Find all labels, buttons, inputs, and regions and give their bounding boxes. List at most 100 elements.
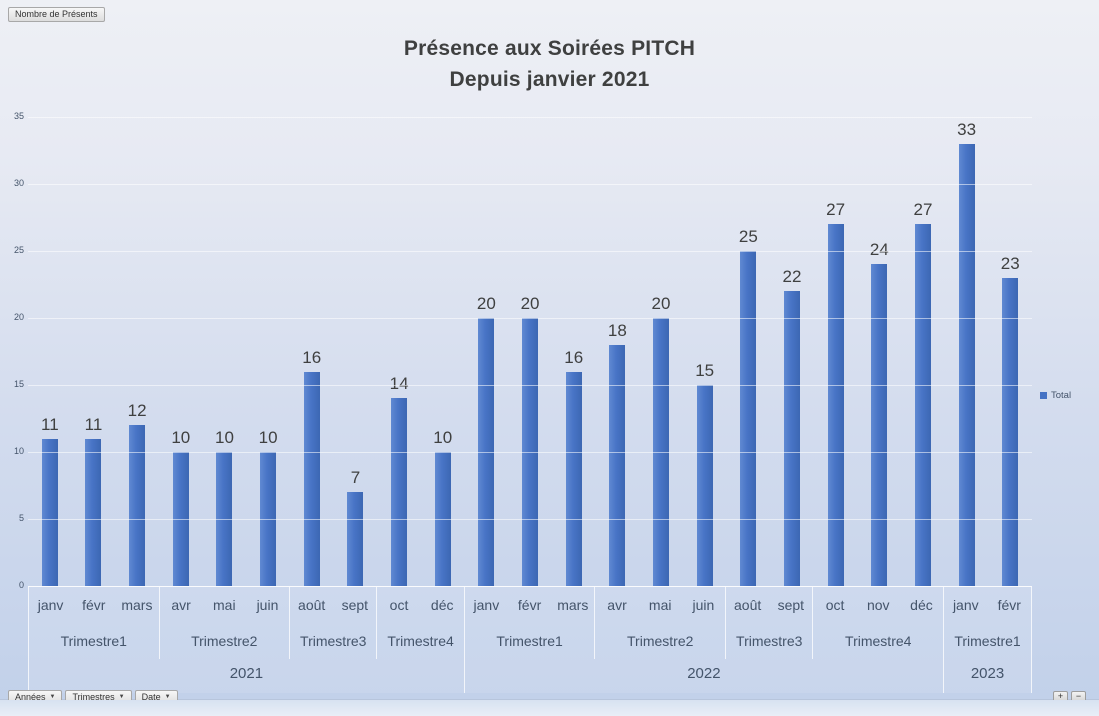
bar	[740, 251, 757, 586]
bar-slot: 10	[421, 117, 465, 586]
dropdown-arrow-icon: ▼	[164, 694, 171, 700]
bar-value-label: 18	[607, 321, 627, 340]
year-group: janv févr Trimestre1 2023	[944, 587, 1031, 693]
bar	[609, 345, 626, 586]
bar-slot: 20	[639, 117, 683, 586]
bar-value-label: 16	[564, 348, 584, 367]
month-label: janv	[952, 597, 979, 613]
month-label: juin	[256, 597, 279, 613]
bar-slot: 11	[72, 117, 116, 586]
gridline	[28, 452, 1032, 453]
month-label: janv	[37, 597, 64, 613]
month-row: août sept	[290, 587, 376, 623]
bar-value-label: 20	[520, 294, 540, 313]
y-axis-tick-label: 35	[13, 111, 24, 121]
trimester-label: Trimestre1	[60, 633, 127, 649]
y-axis-tick-label: 25	[13, 245, 24, 255]
bar-slot: 16	[290, 117, 334, 586]
month-label: mai	[648, 597, 672, 613]
trimester-label: Trimestre4	[387, 633, 454, 649]
bar	[85, 439, 102, 586]
bar	[696, 385, 713, 586]
month-row: avr mai juin	[595, 587, 725, 623]
month-label: déc	[430, 597, 454, 613]
year-label: 2021	[229, 665, 264, 682]
bar	[1002, 278, 1019, 586]
y-axis-tick-label: 30	[13, 178, 24, 188]
trimester-group: janv févr mars Trimestre1	[465, 587, 596, 659]
trimester-group: août sept Trimestre3	[290, 587, 378, 659]
month-row: janv févr	[944, 587, 1031, 623]
bar	[914, 224, 931, 586]
bar-value-label: 10	[258, 428, 278, 447]
dropdown-arrow-icon: ▼	[118, 694, 125, 700]
month-row: oct déc	[377, 587, 463, 623]
y-axis-tick-label: 20	[13, 312, 24, 322]
bar-slot: 27	[814, 117, 858, 586]
bar-series: 11 11 12 10 10 10 16 7 14 10 20 20 16 18 20 15 25 22 27 24 2…	[28, 117, 1032, 586]
month-label: mars	[121, 597, 153, 613]
value-field-button[interactable]: Nombre de Présents	[8, 7, 105, 22]
trimester-group: oct nov déc Trimestre4	[813, 587, 943, 659]
month-label: sept	[777, 597, 805, 613]
bar-value-label: 22	[782, 267, 802, 286]
trimester-label: Trimestre1	[954, 633, 1021, 649]
bar	[129, 425, 146, 586]
month-label: déc	[910, 597, 933, 613]
gridline	[28, 519, 1032, 520]
bar-value-label: 14	[389, 374, 409, 393]
month-label: mars	[557, 597, 589, 613]
bar-value-label: 27	[826, 200, 846, 219]
bar-slot: 10	[203, 117, 247, 586]
filter-button-label: Années	[15, 692, 46, 702]
bar	[303, 372, 320, 586]
bar-value-label: 11	[41, 415, 59, 434]
chart-title-line1: Présence aux Soirées PITCH	[403, 37, 696, 60]
value-field-label: Nombre de Présents	[15, 9, 98, 19]
month-label: nov	[866, 597, 890, 613]
gridline	[28, 251, 1032, 252]
chart-title: Présence aux Soirées PITCH Depuis janvie…	[0, 33, 1099, 95]
bar-slot: 20	[465, 117, 509, 586]
y-axis-tick-label: 10	[13, 446, 24, 456]
year-label: 2023	[970, 665, 1005, 682]
month-label: oct	[389, 597, 409, 613]
bar-value-label: 11	[84, 415, 103, 434]
bar-value-label: 20	[476, 294, 496, 313]
bar-slot: 24	[857, 117, 901, 586]
bar-slot: 14	[377, 117, 421, 586]
trimester-group: avr mai juin Trimestre2	[595, 587, 727, 659]
month-row: janv févr mars	[29, 587, 159, 623]
bar-value-label: 23	[1000, 254, 1020, 273]
trimester-label: Trimestre3	[736, 633, 803, 649]
bar	[827, 224, 844, 586]
month-label: août	[734, 597, 762, 613]
bar-slot: 27	[901, 117, 945, 586]
trimester-row: janv févr mars Trimestre1 avr mai juin Trimestr…	[465, 587, 943, 659]
bar-value-label: 20	[651, 294, 671, 313]
month-label: août	[298, 597, 326, 613]
bar-slot: 25	[727, 117, 771, 586]
bar	[958, 144, 975, 586]
month-label: juin	[692, 597, 715, 613]
bar-value-label: 12	[127, 401, 147, 420]
dropdown-arrow-icon: ▼	[49, 694, 56, 700]
month-label: févr	[997, 597, 1021, 613]
bar-value-label: 10	[433, 428, 453, 447]
year-label: 2022	[687, 665, 721, 682]
bar-value-label: 33	[957, 120, 977, 139]
legend-label: Total	[1051, 390, 1072, 401]
month-label: févr	[82, 597, 106, 613]
month-row: avr mai juin	[160, 587, 290, 623]
year-group: janv févr mars Trimestre1 avr mai juin Trimestr…	[465, 587, 945, 693]
month-label: avr	[607, 597, 627, 613]
year-group: janv févr mars Trimestre1 avr mai juin Trimestr…	[29, 587, 465, 693]
bar-slot: 22	[770, 117, 814, 586]
y-axis-tick-label: 5	[18, 513, 24, 523]
bar	[565, 372, 582, 586]
trimester-group: avr mai juin Trimestre2	[160, 587, 291, 659]
trimester-row: janv févr mars Trimestre1 avr mai juin Trimestr…	[29, 587, 464, 659]
trimester-label: Trimestre1	[496, 633, 563, 649]
bar	[391, 398, 408, 586]
bar-value-label: 24	[869, 240, 889, 259]
